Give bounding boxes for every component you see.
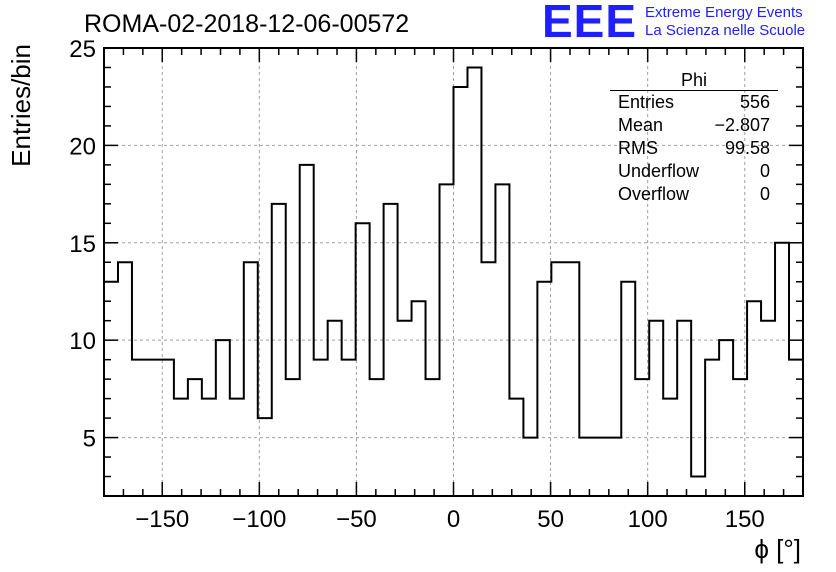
x-tick-label: −50	[336, 506, 377, 533]
stats-label: Entries	[618, 92, 675, 112]
x-tick-label: 50	[537, 506, 564, 533]
y-tick-label: 5	[83, 426, 96, 453]
stats-row-rms: RMS 99.58	[610, 137, 778, 160]
y-tick-label: 10	[69, 328, 96, 355]
stats-rows: Entries 556 Mean −2.807 RMS 99.58 Underflow 0 Ov…	[610, 91, 778, 206]
stats-value: 556	[739, 92, 770, 112]
stats-box: Phi Entries 556 Mean −2.807 RMS 99.58 Underflo…	[610, 70, 778, 206]
histogram-line	[104, 66, 804, 478]
stats-value: 99.58	[724, 138, 770, 158]
x-axis-label: ϕ [°]	[754, 534, 801, 564]
stats-row-underflow: Underflow 0	[610, 160, 778, 183]
logo-line-2: La Scienza nelle Scuole	[645, 22, 806, 39]
stats-value: 0	[759, 161, 770, 181]
stats-title: Phi	[610, 70, 778, 91]
stats-row-overflow: Overflow 0	[610, 183, 778, 206]
stats-value: −2.807	[714, 115, 770, 135]
chart-title: ROMA-02-2018-12-06-00572	[84, 10, 410, 38]
stats-row-mean: Mean −2.807	[610, 114, 778, 137]
x-tick-label: −150	[135, 506, 189, 533]
logo-mark: EEE	[542, 0, 638, 47]
y-tick-label: 15	[69, 231, 96, 258]
y-axis-label: Entries/bin	[6, 44, 36, 167]
eee-logo: EEE Extreme Energy Events La Scienza nel…	[542, 0, 805, 46]
logo-line-1: Extreme Energy Events	[645, 4, 803, 21]
stats-label: Overflow	[618, 184, 690, 204]
y-tick-label: 20	[69, 133, 96, 160]
tick-labels: −150 −100 −50 0 50 100 150 5 10 15 20 25	[69, 36, 764, 533]
logo-text: Extreme Energy Events La Scienza nelle S…	[645, 4, 805, 40]
stats-label: Underflow	[618, 161, 700, 181]
stats-label: Mean	[618, 115, 664, 135]
axis-ticks	[104, 47, 803, 496]
x-tick-label: −100	[232, 506, 286, 533]
stats-row-entries: Entries 556	[610, 91, 778, 114]
stats-value: 0	[759, 184, 770, 204]
x-tick-label: 0	[447, 506, 460, 533]
y-tick-label: 25	[69, 36, 96, 63]
x-tick-label: 100	[628, 506, 668, 533]
stats-label: RMS	[618, 138, 658, 158]
x-tick-label: 150	[725, 506, 765, 533]
